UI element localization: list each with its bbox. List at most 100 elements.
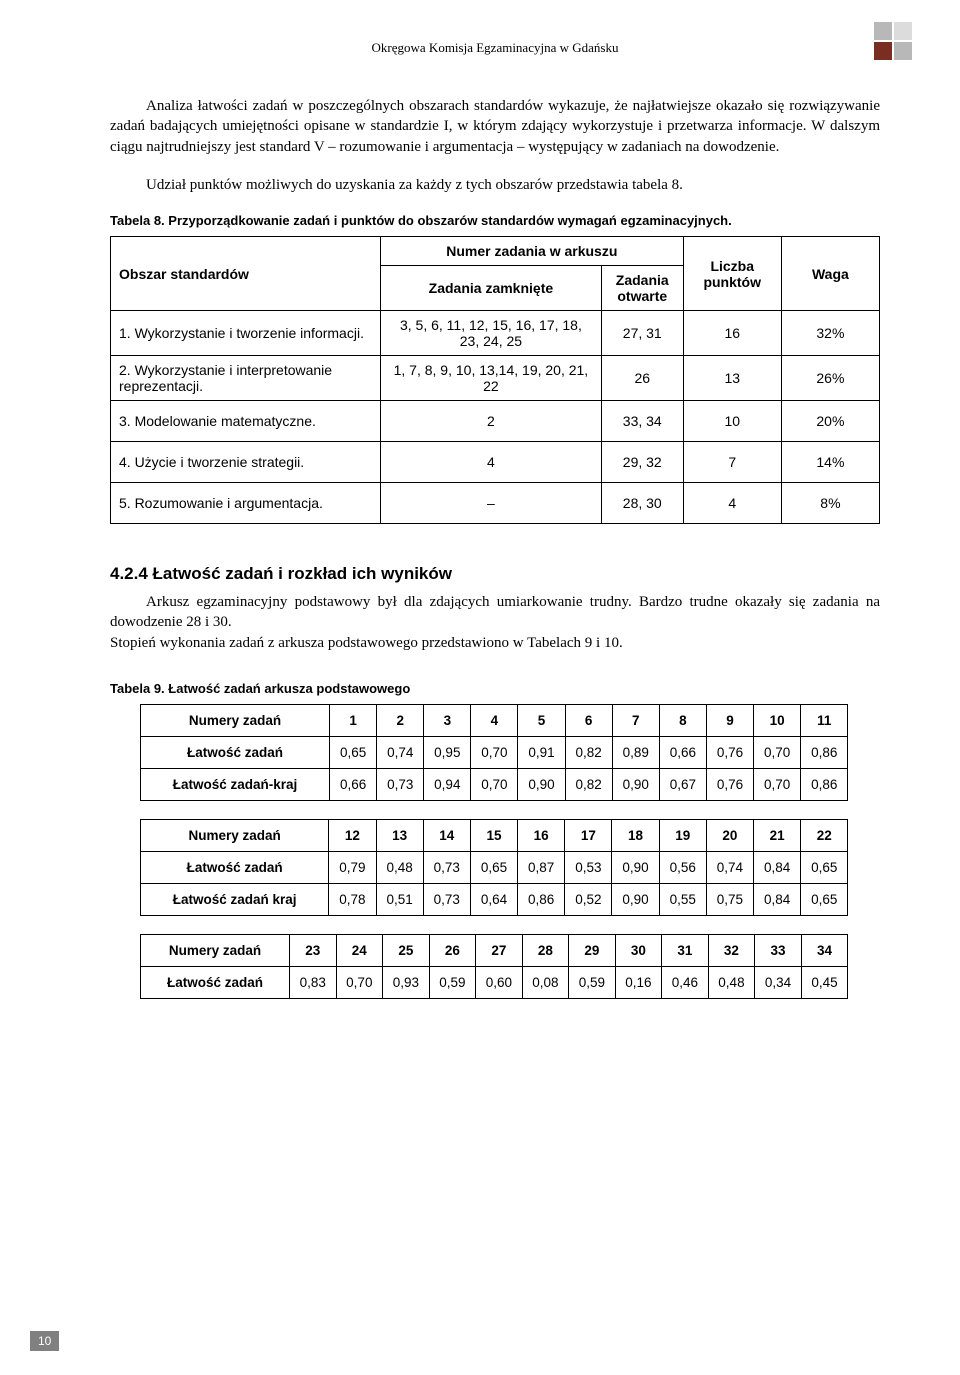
table9-row-kraj: Łatwość zadań kraj0,780,510,730,640,860,…	[141, 883, 848, 915]
table8-row: 3. Modelowanie matematyczne.233, 341020%	[111, 401, 880, 442]
cell-value: 0,73	[423, 851, 470, 883]
rowlabel-kraj: Łatwość zadań-kraj	[141, 768, 330, 800]
cell-value: 0,74	[377, 736, 424, 768]
cell-value: 0,59	[429, 966, 476, 998]
cell-zamkniete: –	[380, 483, 601, 524]
cell-num: 1	[330, 704, 377, 736]
cell-value: 0,84	[754, 883, 801, 915]
rowlabel-numery: Numery zadań	[141, 819, 329, 851]
rowlabel-latwosc: Łatwość zadań	[141, 966, 290, 998]
section-heading: 4.2.4 Łatwość zadań i rozkład ich wynikó…	[110, 564, 880, 584]
cell-otwarte: 26	[601, 356, 683, 401]
cell-num: 5	[518, 704, 565, 736]
page-header: Okręgowa Komisja Egzaminacyjna w Gdańsku	[110, 40, 880, 56]
cell-value: 0,95	[424, 736, 471, 768]
cell-num: 27	[476, 934, 523, 966]
cell-value: 0,89	[612, 736, 659, 768]
cell-value: 0,73	[423, 883, 470, 915]
rowlabel-latwosc: Łatwość zadań	[141, 851, 329, 883]
cell-num: 11	[801, 704, 848, 736]
cell-num: 2	[377, 704, 424, 736]
cell-num: 13	[376, 819, 423, 851]
table9-row-nums: Numery zadań1213141516171819202122	[141, 819, 848, 851]
cell-num: 9	[706, 704, 753, 736]
cell-num: 14	[423, 819, 470, 851]
table9-row-lat: Łatwość zadań0,830,700,930,590,600,080,5…	[141, 966, 848, 998]
cell-value: 0,86	[801, 736, 848, 768]
cell-value: 0,93	[383, 966, 430, 998]
cell-value: 0,75	[706, 883, 753, 915]
cell-value: 0,84	[754, 851, 801, 883]
cell-value: 0,76	[706, 768, 753, 800]
table8-row: 4. Użycie i tworzenie strategii.429, 327…	[111, 442, 880, 483]
table8-row: 1. Wykorzystanie i tworzenie informacji.…	[111, 311, 880, 356]
cell-obszar: 3. Modelowanie matematyczne.	[111, 401, 381, 442]
cell-value: 0,73	[377, 768, 424, 800]
cell-punkty: 7	[683, 442, 781, 483]
cell-value: 0,48	[376, 851, 423, 883]
cell-otwarte: 27, 31	[601, 311, 683, 356]
cell-waga: 32%	[781, 311, 879, 356]
rowlabel-latwosc: Łatwość zadań	[141, 736, 330, 768]
cell-value: 0,86	[801, 768, 848, 800]
table9-row-lat: Łatwość zadań0,650,740,950,700,910,820,8…	[141, 736, 848, 768]
cell-num: 3	[424, 704, 471, 736]
th-otwarte: Zadania otwarte	[601, 266, 683, 311]
cell-value: 0,90	[612, 768, 659, 800]
section-p2: Stopień wykonania zadań z arkusza podsta…	[110, 633, 880, 653]
cell-zamkniete: 2	[380, 401, 601, 442]
cell-otwarte: 33, 34	[601, 401, 683, 442]
cell-num: 30	[615, 934, 662, 966]
th-obszar: Obszar standardów	[111, 237, 381, 311]
cell-value: 0,70	[336, 966, 383, 998]
cell-num: 24	[336, 934, 383, 966]
cell-value: 0,60	[476, 966, 523, 998]
cell-num: 6	[565, 704, 612, 736]
section-p1: Arkusz egzaminacyjny podstawowy był dla …	[110, 592, 880, 633]
cell-num: 21	[754, 819, 801, 851]
rowlabel-kraj: Łatwość zadań kraj	[141, 883, 329, 915]
table9-row-kraj: Łatwość zadań-kraj0,660,730,940,700,900,…	[141, 768, 848, 800]
table8-row: 5. Rozumowanie i argumentacja.–28, 3048%	[111, 483, 880, 524]
cell-value: 0,74	[706, 851, 753, 883]
cell-waga: 14%	[781, 442, 879, 483]
cell-punkty: 10	[683, 401, 781, 442]
th-liczba: Liczba punktów	[683, 237, 781, 311]
cell-num: 32	[708, 934, 755, 966]
cell-value: 0,83	[290, 966, 337, 998]
cell-value: 0,87	[518, 851, 565, 883]
cell-num: 31	[662, 934, 709, 966]
cell-num: 17	[565, 819, 612, 851]
cell-value: 0,65	[470, 851, 517, 883]
page-number: 10	[30, 1331, 59, 1351]
cell-num: 16	[518, 819, 565, 851]
cell-zamkniete: 3, 5, 6, 11, 12, 15, 16, 17, 18, 23, 24,…	[380, 311, 601, 356]
table9-block2: Numery zadań1213141516171819202122Łatwoś…	[140, 819, 848, 916]
cell-value: 0,86	[518, 883, 565, 915]
cell-value: 0,70	[754, 736, 801, 768]
cell-value: 0,82	[565, 768, 612, 800]
cell-num: 12	[329, 819, 376, 851]
rowlabel-numery: Numery zadań	[141, 934, 290, 966]
cell-punkty: 16	[683, 311, 781, 356]
table9-block3: Numery zadań232425262728293031323334Łatw…	[140, 934, 848, 999]
cell-value: 0,56	[659, 851, 706, 883]
cell-num: 23	[290, 934, 337, 966]
table8-row: 2. Wykorzystanie i interpretowanie repre…	[111, 356, 880, 401]
cell-num: 29	[569, 934, 616, 966]
cell-num: 19	[659, 819, 706, 851]
cell-otwarte: 28, 30	[601, 483, 683, 524]
cell-num: 4	[471, 704, 518, 736]
table8: Obszar standardów Numer zadania w arkusz…	[110, 236, 880, 524]
cell-num: 20	[706, 819, 753, 851]
cell-zamkniete: 1, 7, 8, 9, 10, 13,14, 19, 20, 21, 22	[380, 356, 601, 401]
cell-value: 0,66	[659, 736, 706, 768]
cell-value: 0,65	[330, 736, 377, 768]
cell-value: 0,91	[518, 736, 565, 768]
cell-value: 0,55	[659, 883, 706, 915]
cell-waga: 26%	[781, 356, 879, 401]
cell-value: 0,34	[755, 966, 802, 998]
th-waga: Waga	[781, 237, 879, 311]
cell-value: 0,67	[659, 768, 706, 800]
cell-waga: 20%	[781, 401, 879, 442]
